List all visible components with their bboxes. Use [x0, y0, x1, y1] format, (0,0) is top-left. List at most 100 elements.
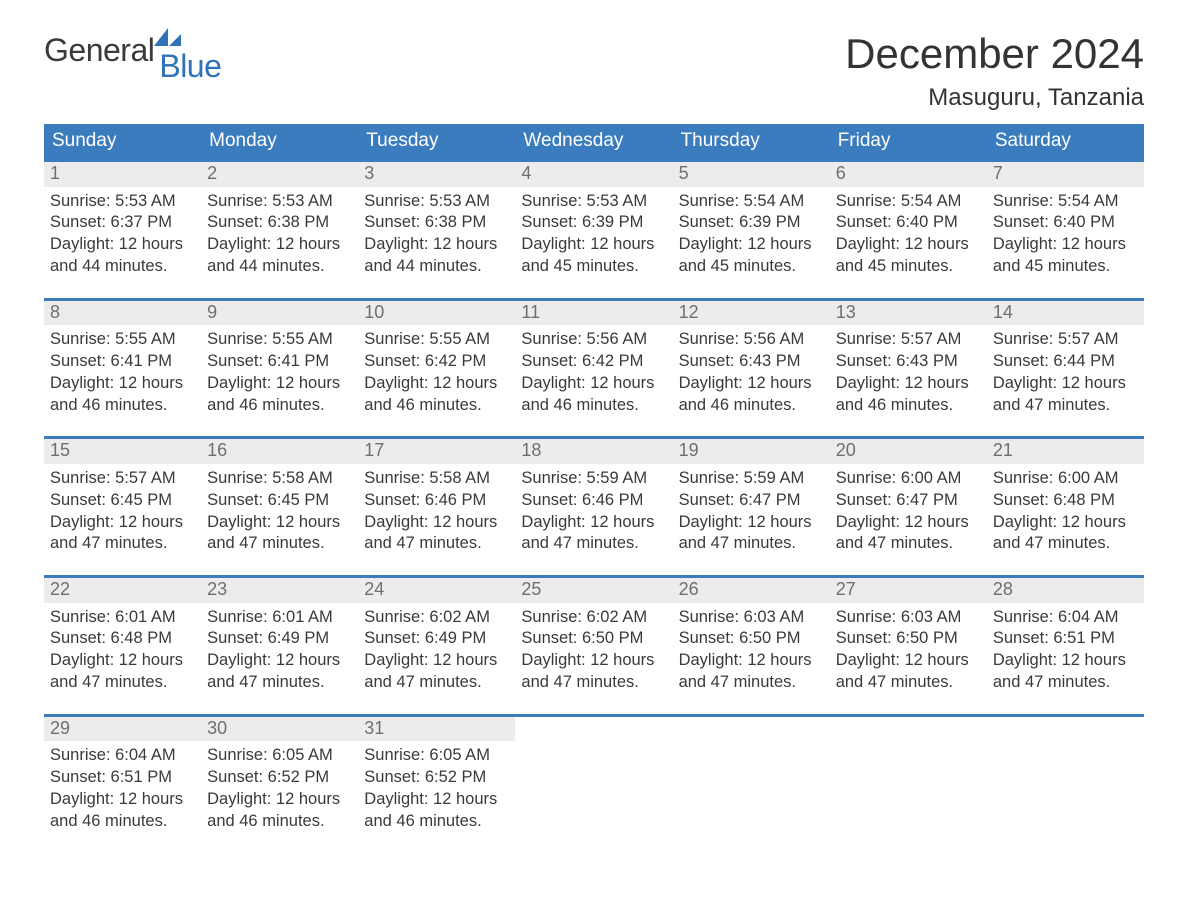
day-cell: 8Sunrise: 5:55 AMSunset: 6:41 PMDaylight…	[44, 301, 201, 419]
day-body: Sunrise: 5:53 AMSunset: 6:38 PMDaylight:…	[201, 187, 358, 280]
day-cell: 12Sunrise: 5:56 AMSunset: 6:43 PMDayligh…	[673, 301, 830, 419]
daylight-line: Daylight: 12 hours and 46 minutes.	[50, 373, 195, 417]
weekday-header: Monday	[201, 124, 358, 159]
day-number: 13	[830, 301, 987, 326]
day-cell: 11Sunrise: 5:56 AMSunset: 6:42 PMDayligh…	[515, 301, 672, 419]
sunset-line: Sunset: 6:44 PM	[993, 351, 1138, 373]
day-body: Sunrise: 6:01 AMSunset: 6:48 PMDaylight:…	[44, 603, 201, 696]
sunrise-line: Sunrise: 6:03 AM	[679, 607, 824, 629]
day-number: 17	[358, 439, 515, 464]
daylight-line: Daylight: 12 hours and 44 minutes.	[207, 234, 352, 278]
day-body: Sunrise: 6:00 AMSunset: 6:48 PMDaylight:…	[987, 464, 1144, 557]
sunrise-line: Sunrise: 6:05 AM	[364, 745, 509, 767]
sunset-line: Sunset: 6:51 PM	[50, 767, 195, 789]
sunrise-line: Sunrise: 5:57 AM	[836, 329, 981, 351]
sunrise-line: Sunrise: 5:58 AM	[207, 468, 352, 490]
day-number: 20	[830, 439, 987, 464]
day-cell: 1 Sunrise: 5:53 AMSunset: 6:37 PMDaylight…	[44, 162, 201, 280]
sunset-line: Sunset: 6:50 PM	[836, 628, 981, 650]
day-number: 1	[44, 162, 201, 187]
daylight-line: Daylight: 12 hours and 47 minutes.	[521, 650, 666, 694]
sunset-line: Sunset: 6:45 PM	[50, 490, 195, 512]
day-number: 22	[44, 578, 201, 603]
day-number: 8	[44, 301, 201, 326]
sunset-line: Sunset: 6:42 PM	[521, 351, 666, 373]
day-number: 10	[358, 301, 515, 326]
day-cell: .	[987, 717, 1144, 835]
sunrise-line: Sunrise: 5:53 AM	[50, 191, 195, 213]
sunrise-line: Sunrise: 6:00 AM	[836, 468, 981, 490]
daylight-line: Daylight: 12 hours and 46 minutes.	[836, 373, 981, 417]
day-cell: 31Sunrise: 6:05 AMSunset: 6:52 PMDayligh…	[358, 717, 515, 835]
day-body: Sunrise: 6:04 AMSunset: 6:51 PMDaylight:…	[44, 741, 201, 834]
sunset-line: Sunset: 6:46 PM	[364, 490, 509, 512]
sunset-line: Sunset: 6:48 PM	[50, 628, 195, 650]
day-body: Sunrise: 5:55 AMSunset: 6:42 PMDaylight:…	[358, 325, 515, 418]
sunset-line: Sunset: 6:50 PM	[679, 628, 824, 650]
day-cell: .	[830, 717, 987, 835]
day-body: Sunrise: 5:55 AMSunset: 6:41 PMDaylight:…	[201, 325, 358, 418]
day-body: Sunrise: 5:57 AMSunset: 6:43 PMDaylight:…	[830, 325, 987, 418]
sunrise-line: Sunrise: 5:55 AM	[207, 329, 352, 351]
daylight-line: Daylight: 12 hours and 47 minutes.	[993, 373, 1138, 417]
sunrise-line: Sunrise: 5:54 AM	[679, 191, 824, 213]
sunrise-line: Sunrise: 5:56 AM	[679, 329, 824, 351]
daylight-line: Daylight: 12 hours and 46 minutes.	[521, 373, 666, 417]
day-cell: 3Sunrise: 5:53 AMSunset: 6:38 PMDaylight…	[358, 162, 515, 280]
day-body: Sunrise: 5:53 AMSunset: 6:38 PMDaylight:…	[358, 187, 515, 280]
day-number: 31	[358, 717, 515, 742]
sunset-line: Sunset: 6:47 PM	[836, 490, 981, 512]
daylight-line: Daylight: 12 hours and 44 minutes.	[364, 234, 509, 278]
sunrise-line: Sunrise: 5:57 AM	[50, 468, 195, 490]
day-body: Sunrise: 5:54 AMSunset: 6:40 PMDaylight:…	[987, 187, 1144, 280]
sunset-line: Sunset: 6:43 PM	[836, 351, 981, 373]
day-body: Sunrise: 5:56 AMSunset: 6:43 PMDaylight:…	[673, 325, 830, 418]
sunset-line: Sunset: 6:49 PM	[364, 628, 509, 650]
sunrise-line: Sunrise: 6:00 AM	[993, 468, 1138, 490]
day-number: 30	[201, 717, 358, 742]
calendar: SundayMondayTuesdayWednesdayThursdayFrid…	[44, 124, 1144, 834]
daylight-line: Daylight: 12 hours and 45 minutes.	[993, 234, 1138, 278]
day-number: 27	[830, 578, 987, 603]
sunrise-line: Sunrise: 6:04 AM	[50, 745, 195, 767]
week-row: 8Sunrise: 5:55 AMSunset: 6:41 PMDaylight…	[44, 298, 1144, 419]
daylight-line: Daylight: 12 hours and 46 minutes.	[364, 373, 509, 417]
daylight-line: Daylight: 12 hours and 47 minutes.	[836, 512, 981, 556]
sunset-line: Sunset: 6:41 PM	[207, 351, 352, 373]
day-number: 2	[201, 162, 358, 187]
daylight-line: Daylight: 12 hours and 44 minutes.	[50, 234, 195, 278]
sunset-line: Sunset: 6:39 PM	[521, 212, 666, 234]
daylight-line: Daylight: 12 hours and 45 minutes.	[521, 234, 666, 278]
day-number: 7	[987, 162, 1144, 187]
day-cell: .	[673, 717, 830, 835]
sunrise-line: Sunrise: 6:04 AM	[993, 607, 1138, 629]
sunset-line: Sunset: 6:40 PM	[993, 212, 1138, 234]
logo-text-blue: Blue	[159, 48, 221, 85]
daylight-line: Daylight: 12 hours and 47 minutes.	[993, 650, 1138, 694]
week-row: 1Sunrise: 5:53 AMSunset: 6:37 PMDaylight…	[44, 159, 1144, 280]
day-cell: 29Sunrise: 6:04 AMSunset: 6:51 PMDayligh…	[44, 717, 201, 835]
sunset-line: Sunset: 6:46 PM	[521, 490, 666, 512]
sunset-line: Sunset: 6:41 PM	[50, 351, 195, 373]
day-number: 3	[358, 162, 515, 187]
day-number: 18	[515, 439, 672, 464]
sunrise-line: Sunrise: 5:54 AM	[836, 191, 981, 213]
day-cell: 5Sunrise: 5:54 AMSunset: 6:39 PMDaylight…	[673, 162, 830, 280]
day-body: Sunrise: 6:03 AMSunset: 6:50 PMDaylight:…	[673, 603, 830, 696]
daylight-line: Daylight: 12 hours and 47 minutes.	[207, 512, 352, 556]
sunset-line: Sunset: 6:49 PM	[207, 628, 352, 650]
day-cell: 30Sunrise: 6:05 AMSunset: 6:52 PMDayligh…	[201, 717, 358, 835]
day-cell: 10Sunrise: 5:55 AMSunset: 6:42 PMDayligh…	[358, 301, 515, 419]
day-body: Sunrise: 6:05 AMSunset: 6:52 PMDaylight:…	[358, 741, 515, 834]
weekday-header: Sunday	[44, 124, 201, 159]
day-cell: 22Sunrise: 6:01 AMSunset: 6:48 PMDayligh…	[44, 578, 201, 696]
day-number: 12	[673, 301, 830, 326]
daylight-line: Daylight: 12 hours and 47 minutes.	[679, 512, 824, 556]
day-number: 29	[44, 717, 201, 742]
sunset-line: Sunset: 6:37 PM	[50, 212, 195, 234]
day-body: Sunrise: 6:04 AMSunset: 6:51 PMDaylight:…	[987, 603, 1144, 696]
day-number: 26	[673, 578, 830, 603]
daylight-line: Daylight: 12 hours and 47 minutes.	[836, 650, 981, 694]
day-cell: 7Sunrise: 5:54 AMSunset: 6:40 PMDaylight…	[987, 162, 1144, 280]
daylight-line: Daylight: 12 hours and 47 minutes.	[50, 512, 195, 556]
